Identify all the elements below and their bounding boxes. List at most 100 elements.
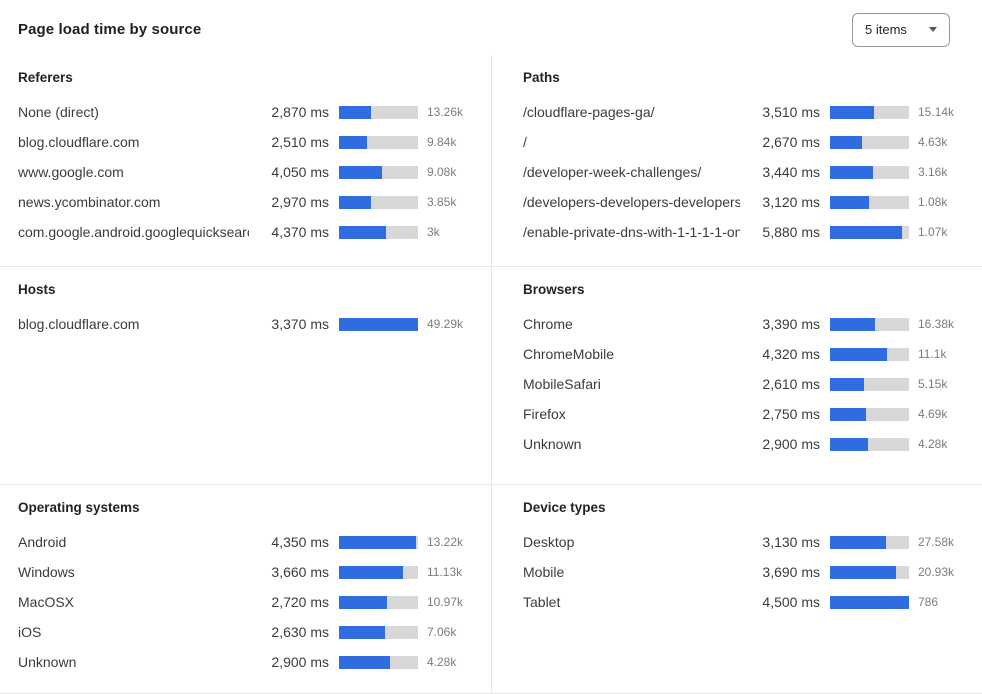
bar-track [830, 225, 909, 239]
row-count: 10.97k [427, 595, 464, 609]
bar-track [830, 347, 909, 361]
bar-fill [830, 347, 887, 361]
table-row: ChromeMobile 4,320 ms 11.1k [523, 339, 964, 369]
row-load-time: 3,690 ms [762, 564, 820, 580]
bar-fill [830, 595, 909, 609]
row-label: com.google.android.googlequicksearc... [18, 224, 249, 240]
bar-fill [830, 225, 902, 239]
row-load-time: 4,320 ms [762, 346, 820, 362]
table-row: / 2,670 ms 4.63k [523, 127, 964, 157]
row-label: /developers-developers-developers/ [523, 194, 740, 210]
row-count: 11.13k [427, 565, 463, 579]
panel-operating-systems: Operating systems Android 4,350 ms 13.22k Wi… [0, 485, 491, 694]
panel-title: Referers [18, 70, 73, 85]
row-count: 3k [427, 225, 440, 239]
bar-fill [339, 317, 418, 331]
row-count: 49.29k [427, 317, 464, 331]
row-count: 5.15k [918, 377, 948, 391]
bar-track [339, 625, 418, 639]
row-count: 3.16k [918, 165, 948, 179]
table-row: com.google.android.googlequicksearc... 4,… [18, 217, 473, 247]
bar-fill [830, 377, 864, 391]
bar-fill [339, 225, 387, 239]
bar-track [339, 105, 418, 119]
row-load-time: 2,720 ms [271, 594, 329, 610]
bar-track [830, 317, 909, 331]
table-row: /enable-private-dns-with-1-1-1-1-on-... 5… [523, 217, 964, 247]
bar-track [339, 595, 418, 609]
row-load-time: 3,370 ms [271, 316, 329, 332]
bar-fill [830, 165, 873, 179]
bar-fill [339, 105, 371, 119]
row-load-time: 2,630 ms [271, 624, 329, 640]
row-label: blog.cloudflare.com [18, 134, 140, 150]
bar-fill [339, 565, 403, 579]
bar-fill [830, 105, 875, 119]
row-load-time: 2,970 ms [271, 194, 329, 210]
row-label: Android [18, 534, 67, 550]
bar-fill [830, 407, 867, 421]
row-label: Firefox [523, 406, 566, 422]
row-count: 16.38k [918, 317, 955, 331]
table-row: /developers-developers-developers/3,120 … [523, 187, 964, 217]
row-load-time: 2,750 ms [762, 406, 820, 422]
table-row: /cloudflare-pages-ga/3,510 ms 15.14k [523, 97, 964, 127]
row-label: Desktop [523, 534, 575, 550]
bar-track [830, 437, 909, 451]
row-count: 1.08k [918, 195, 948, 209]
bar-fill [339, 595, 388, 609]
panel-title: Browsers [523, 282, 585, 297]
row-label: ChromeMobile [523, 346, 615, 362]
panel-title: Device types [523, 500, 606, 515]
bar-track [830, 535, 909, 549]
row-count: 4.28k [427, 655, 457, 669]
bar-track [830, 595, 909, 609]
table-row: /developer-week-challenges/3,440 ms 3.16k [523, 157, 964, 187]
bar-fill [830, 565, 897, 579]
row-label: MacOSX [18, 594, 75, 610]
bar-fill [830, 535, 887, 549]
table-row: Firefox 2,750 ms 4.69k [523, 399, 964, 429]
row-count: 20.93k [918, 565, 955, 579]
row-load-time: 4,500 ms [762, 594, 820, 610]
bar-track [830, 377, 909, 391]
page-title: Page load time by source [18, 21, 202, 38]
row-label: Unknown [523, 436, 582, 452]
row-label: /enable-private-dns-with-1-1-1-1-on-... [523, 224, 740, 240]
row-load-time: 2,900 ms [762, 436, 820, 452]
items-count-value: 5 items [865, 22, 907, 37]
items-count-dropdown[interactable]: 5 items [852, 12, 950, 47]
row-label: /developer-week-challenges/ [523, 164, 702, 180]
panel-title: Hosts [18, 282, 56, 297]
table-row: www.google.com 4,050 ms 9.08k [18, 157, 473, 187]
bar-fill [830, 317, 876, 331]
row-load-time: 3,440 ms [762, 164, 820, 180]
row-count: 13.22k [427, 535, 464, 549]
row-label: Unknown [18, 654, 77, 670]
row-load-time: 2,510 ms [271, 134, 329, 150]
table-row: Windows 3,660 ms 11.13k [18, 557, 473, 587]
table-row: Unknown 2,900 ms 4.28k [523, 429, 964, 459]
panels-grid: Referers None (direct) 2,870 ms 13.26k blog.… [0, 55, 982, 694]
bar-track [830, 565, 909, 579]
chevron-down-icon [929, 27, 937, 32]
row-load-time: 3,120 ms [762, 194, 820, 210]
panel-referers: Referers None (direct) 2,870 ms 13.26k blog.… [0, 55, 491, 267]
row-count: 13.26k [427, 105, 464, 119]
row-label: Mobile [523, 564, 565, 580]
row-count: 786 [918, 595, 939, 609]
bar-fill [339, 625, 385, 639]
bar-track [339, 165, 418, 179]
row-count: 3.85k [427, 195, 457, 209]
row-count: 4.63k [918, 135, 948, 149]
bar-fill [339, 135, 367, 149]
row-label: Tablet [523, 594, 561, 610]
bar-fill [830, 195, 869, 209]
row-count: 15.14k [918, 105, 955, 119]
panel-browsers: Browsers Chrome 3,390 ms 16.38k ChromeMobile… [491, 267, 982, 485]
bar-fill [339, 655, 391, 669]
row-load-time: 2,870 ms [271, 104, 329, 120]
row-count: 7.06k [427, 625, 457, 639]
row-count: 4.28k [918, 437, 948, 451]
panel-hosts: Hosts blog.cloudflare.com 3,370 ms 49.29k [0, 267, 491, 485]
